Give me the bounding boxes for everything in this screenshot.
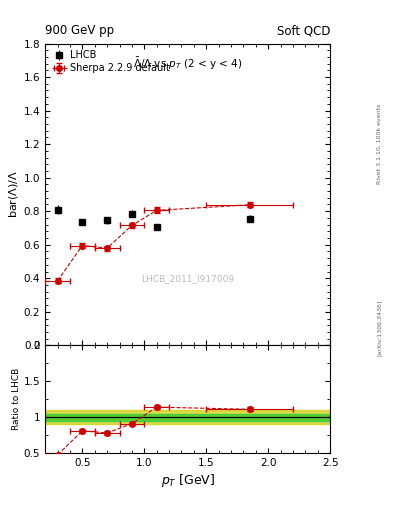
Text: Rivet 3.1.10, 100k events: Rivet 3.1.10, 100k events [377,103,382,183]
Text: $\bar{\Lambda}/\Lambda$ vs $p_T$ (2 < y < 4): $\bar{\Lambda}/\Lambda$ vs $p_T$ (2 < y … [133,56,242,72]
Bar [45,410,330,424]
Text: 900 GeV pp: 900 GeV pp [45,25,114,37]
X-axis label: $p_T$ [GeV]: $p_T$ [GeV] [160,472,215,489]
Text: [arXiv:1306.3436]: [arXiv:1306.3436] [377,300,382,356]
Text: LHCB_2011_I917009: LHCB_2011_I917009 [141,274,234,284]
Y-axis label: Ratio to LHCB: Ratio to LHCB [12,368,21,431]
Legend: LHCB, Sherpa 2.2.9 default: LHCB, Sherpa 2.2.9 default [48,47,174,77]
Text: Soft QCD: Soft QCD [277,25,330,37]
Bar [45,414,330,421]
Y-axis label: bar($\Lambda$)/$\Lambda$: bar($\Lambda$)/$\Lambda$ [7,170,20,219]
